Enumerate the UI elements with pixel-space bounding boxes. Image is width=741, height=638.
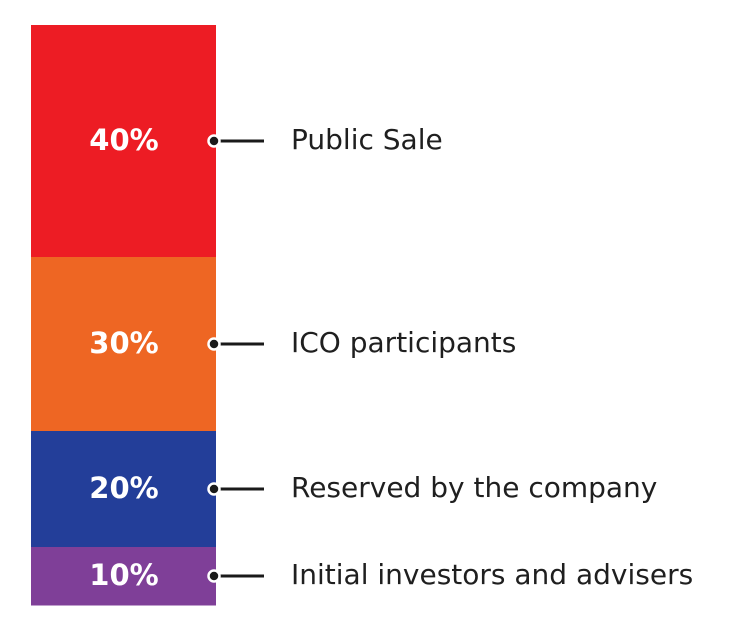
leader-dot-reserved-by-the-company xyxy=(207,482,221,496)
bar-segments: 40% 30% 20% 10% xyxy=(31,25,216,606)
leader-dot-public-sale xyxy=(207,134,221,148)
leader-dot-ico-participants xyxy=(207,337,221,351)
category-label-initial-investors-and-advisers: Initial investors and advisers xyxy=(291,558,693,591)
value-label-reserved-by-the-company: 20% xyxy=(89,471,158,505)
category-label-reserved-by-the-company: Reserved by the company xyxy=(291,471,657,504)
category-label-public-sale: Public Sale xyxy=(291,123,443,156)
bar-segment-ico-participants xyxy=(31,257,216,432)
bar-segment-public-sale xyxy=(31,25,216,258)
category-label-ico-participants: ICO participants xyxy=(291,326,516,359)
bar-segment-reserved-by-the-company xyxy=(31,431,216,548)
category-labels: Public Sale ICO participants Reserved by t… xyxy=(207,123,693,591)
value-label-public-sale: 40% xyxy=(89,123,158,157)
value-label-ico-participants: 30% xyxy=(89,326,158,360)
leader-dot-initial-investors-and-advisers xyxy=(207,569,221,583)
value-label-initial-investors-and-advisers: 10% xyxy=(89,558,158,592)
bar-segment-initial-investors-and-advisers xyxy=(31,547,216,606)
